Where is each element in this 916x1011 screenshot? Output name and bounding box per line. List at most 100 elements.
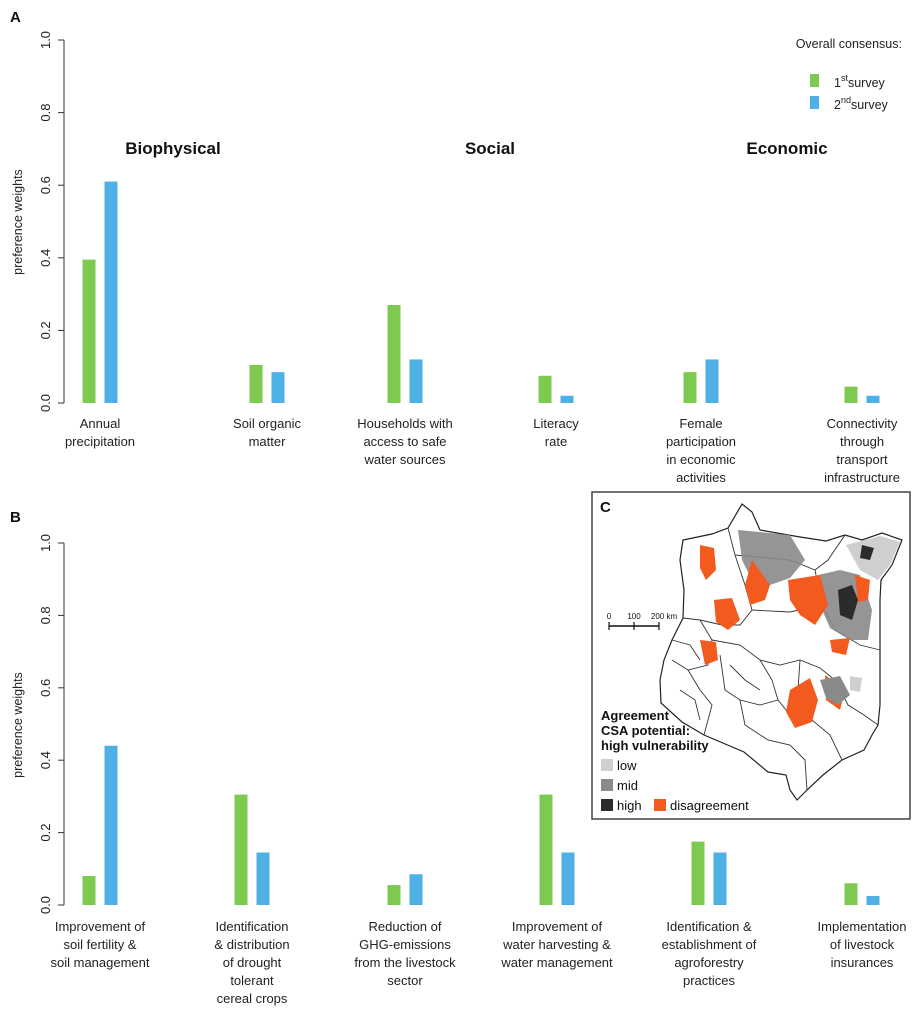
bar (705, 359, 719, 403)
map-legend-title-1: Agreement (601, 708, 670, 723)
bar (683, 372, 697, 403)
boundary-line (729, 664, 761, 691)
legend-title: Overall consensus: (796, 37, 902, 51)
legend-label-survey2: 2ndsurvey (834, 95, 889, 112)
legend-swatch-survey2 (810, 96, 819, 109)
y-tick-label: 1.0 (38, 31, 53, 49)
group-biophysical: Biophysical (125, 139, 220, 158)
scale-label: 0 (607, 612, 612, 621)
category-label-line: infrastructure (824, 470, 900, 485)
disagreement-region (830, 638, 850, 655)
category-label: Soil organic matter (233, 416, 301, 449)
category-label: Identification & establishment of agrofore… (662, 919, 757, 988)
map-inset: C (591, 491, 911, 820)
category-label-line: tolerant (230, 973, 274, 988)
y-tick-label: 1.0 (38, 534, 53, 552)
category-label-line: Female (679, 416, 722, 431)
swatch-high (601, 799, 613, 811)
category-label-line: Connectivity (827, 416, 898, 431)
y-tick-label: 0.2 (38, 824, 53, 842)
scale-label: 200 km (651, 612, 678, 621)
legend-s2-num: 2 (834, 98, 841, 112)
category-label: Households with access to safe water sourc… (357, 416, 452, 467)
disagreement-region (700, 545, 716, 580)
category-label: Annual precipitation (65, 416, 135, 449)
boundary-line (679, 689, 701, 721)
y-tick-label: 0.0 (38, 394, 53, 412)
category-label-line: participation (666, 434, 736, 449)
category-label-line: rate (545, 434, 567, 449)
category-label-line: insurances (831, 955, 894, 970)
panel-a-ylabel: preference weights (11, 169, 25, 275)
legend-s2-sup: nd (841, 95, 851, 105)
bar (844, 883, 858, 905)
bar (538, 375, 552, 403)
bar (866, 395, 880, 403)
legend-s1-num: 1 (834, 76, 841, 90)
map-legend-title-3: high vulnerability (601, 738, 709, 753)
legend-s1-sup: st (841, 73, 849, 83)
map-letter: C (600, 499, 611, 516)
category-label-line: of livestock (830, 937, 895, 952)
bar (104, 745, 118, 905)
category-label-line: Soil organic (233, 416, 301, 431)
disagreement-region (788, 575, 828, 625)
category-label-line: establishment of (662, 937, 757, 952)
bar (560, 395, 574, 403)
category-label-line: matter (249, 434, 287, 449)
bar (866, 895, 880, 905)
category-label-line: water harvesting & (502, 937, 611, 952)
category-label-line: Implementation (818, 919, 907, 934)
category-label-line: Annual (80, 416, 121, 431)
category-label-line: Identification & (666, 919, 752, 934)
boundary-line (671, 619, 713, 671)
panel-a-letter: A (10, 9, 21, 26)
y-tick-label: 0.2 (38, 321, 53, 339)
category-label: Improvement of soil fertility & soil manag… (51, 919, 150, 970)
y-tick-label: 0.0 (38, 896, 53, 914)
bar (82, 259, 96, 403)
high-region (860, 545, 874, 560)
low-region (850, 676, 862, 692)
panel-b-ylabel: preference weights (11, 672, 25, 778)
y-tick-label: 0.6 (38, 679, 53, 697)
bar (713, 852, 727, 905)
y-tick-label: 0.4 (38, 249, 53, 267)
category-label-line: Improvement of (55, 919, 146, 934)
bar (256, 852, 270, 905)
bar (539, 794, 553, 905)
category-label-line: access to safe (363, 434, 446, 449)
boundary-line (671, 639, 701, 661)
bar (691, 841, 705, 905)
category-label: Female participation in economic activities (666, 416, 736, 485)
legend-low: low (617, 758, 637, 773)
boundary-line (682, 527, 753, 626)
bar (387, 304, 401, 403)
y-tick-label: 0.6 (38, 176, 53, 194)
legend-label-survey1: 1stsurvey (834, 73, 886, 90)
high-region (838, 585, 858, 620)
category-label-line: agroforestry (674, 955, 744, 970)
bar (234, 794, 248, 905)
bar (409, 359, 423, 403)
bar (104, 181, 118, 403)
bar (409, 874, 423, 905)
category-label: Identification & distribution of drought to… (214, 919, 289, 1006)
swatch-low (601, 759, 613, 771)
legend-s2-word: survey (851, 98, 889, 112)
category-label: Reduction of GHG-emissions from the livest… (354, 919, 456, 988)
category-label-line: precipitation (65, 434, 135, 449)
boundary-line (711, 639, 836, 681)
chart-b: 0.0 0.2 0.4 0.6 0.8 1.0 Improvement of soil fer… (38, 534, 906, 1006)
boundary-line (687, 669, 713, 736)
map-legend: Agreement CSA potential: high vulnerabil… (601, 708, 749, 813)
category-label-line: & distribution (214, 937, 289, 952)
y-tick-label: 0.4 (38, 751, 53, 769)
mid-region (820, 676, 850, 705)
scale-bar: 0 100 200 km (607, 612, 678, 630)
category-label-line: water sources (364, 452, 446, 467)
boundary-line (739, 699, 808, 791)
chart-a: 0.0 0.2 0.4 0.6 0.8 1.0 Annual precipitation Soi… (38, 31, 900, 485)
disagreement-region (745, 560, 770, 605)
